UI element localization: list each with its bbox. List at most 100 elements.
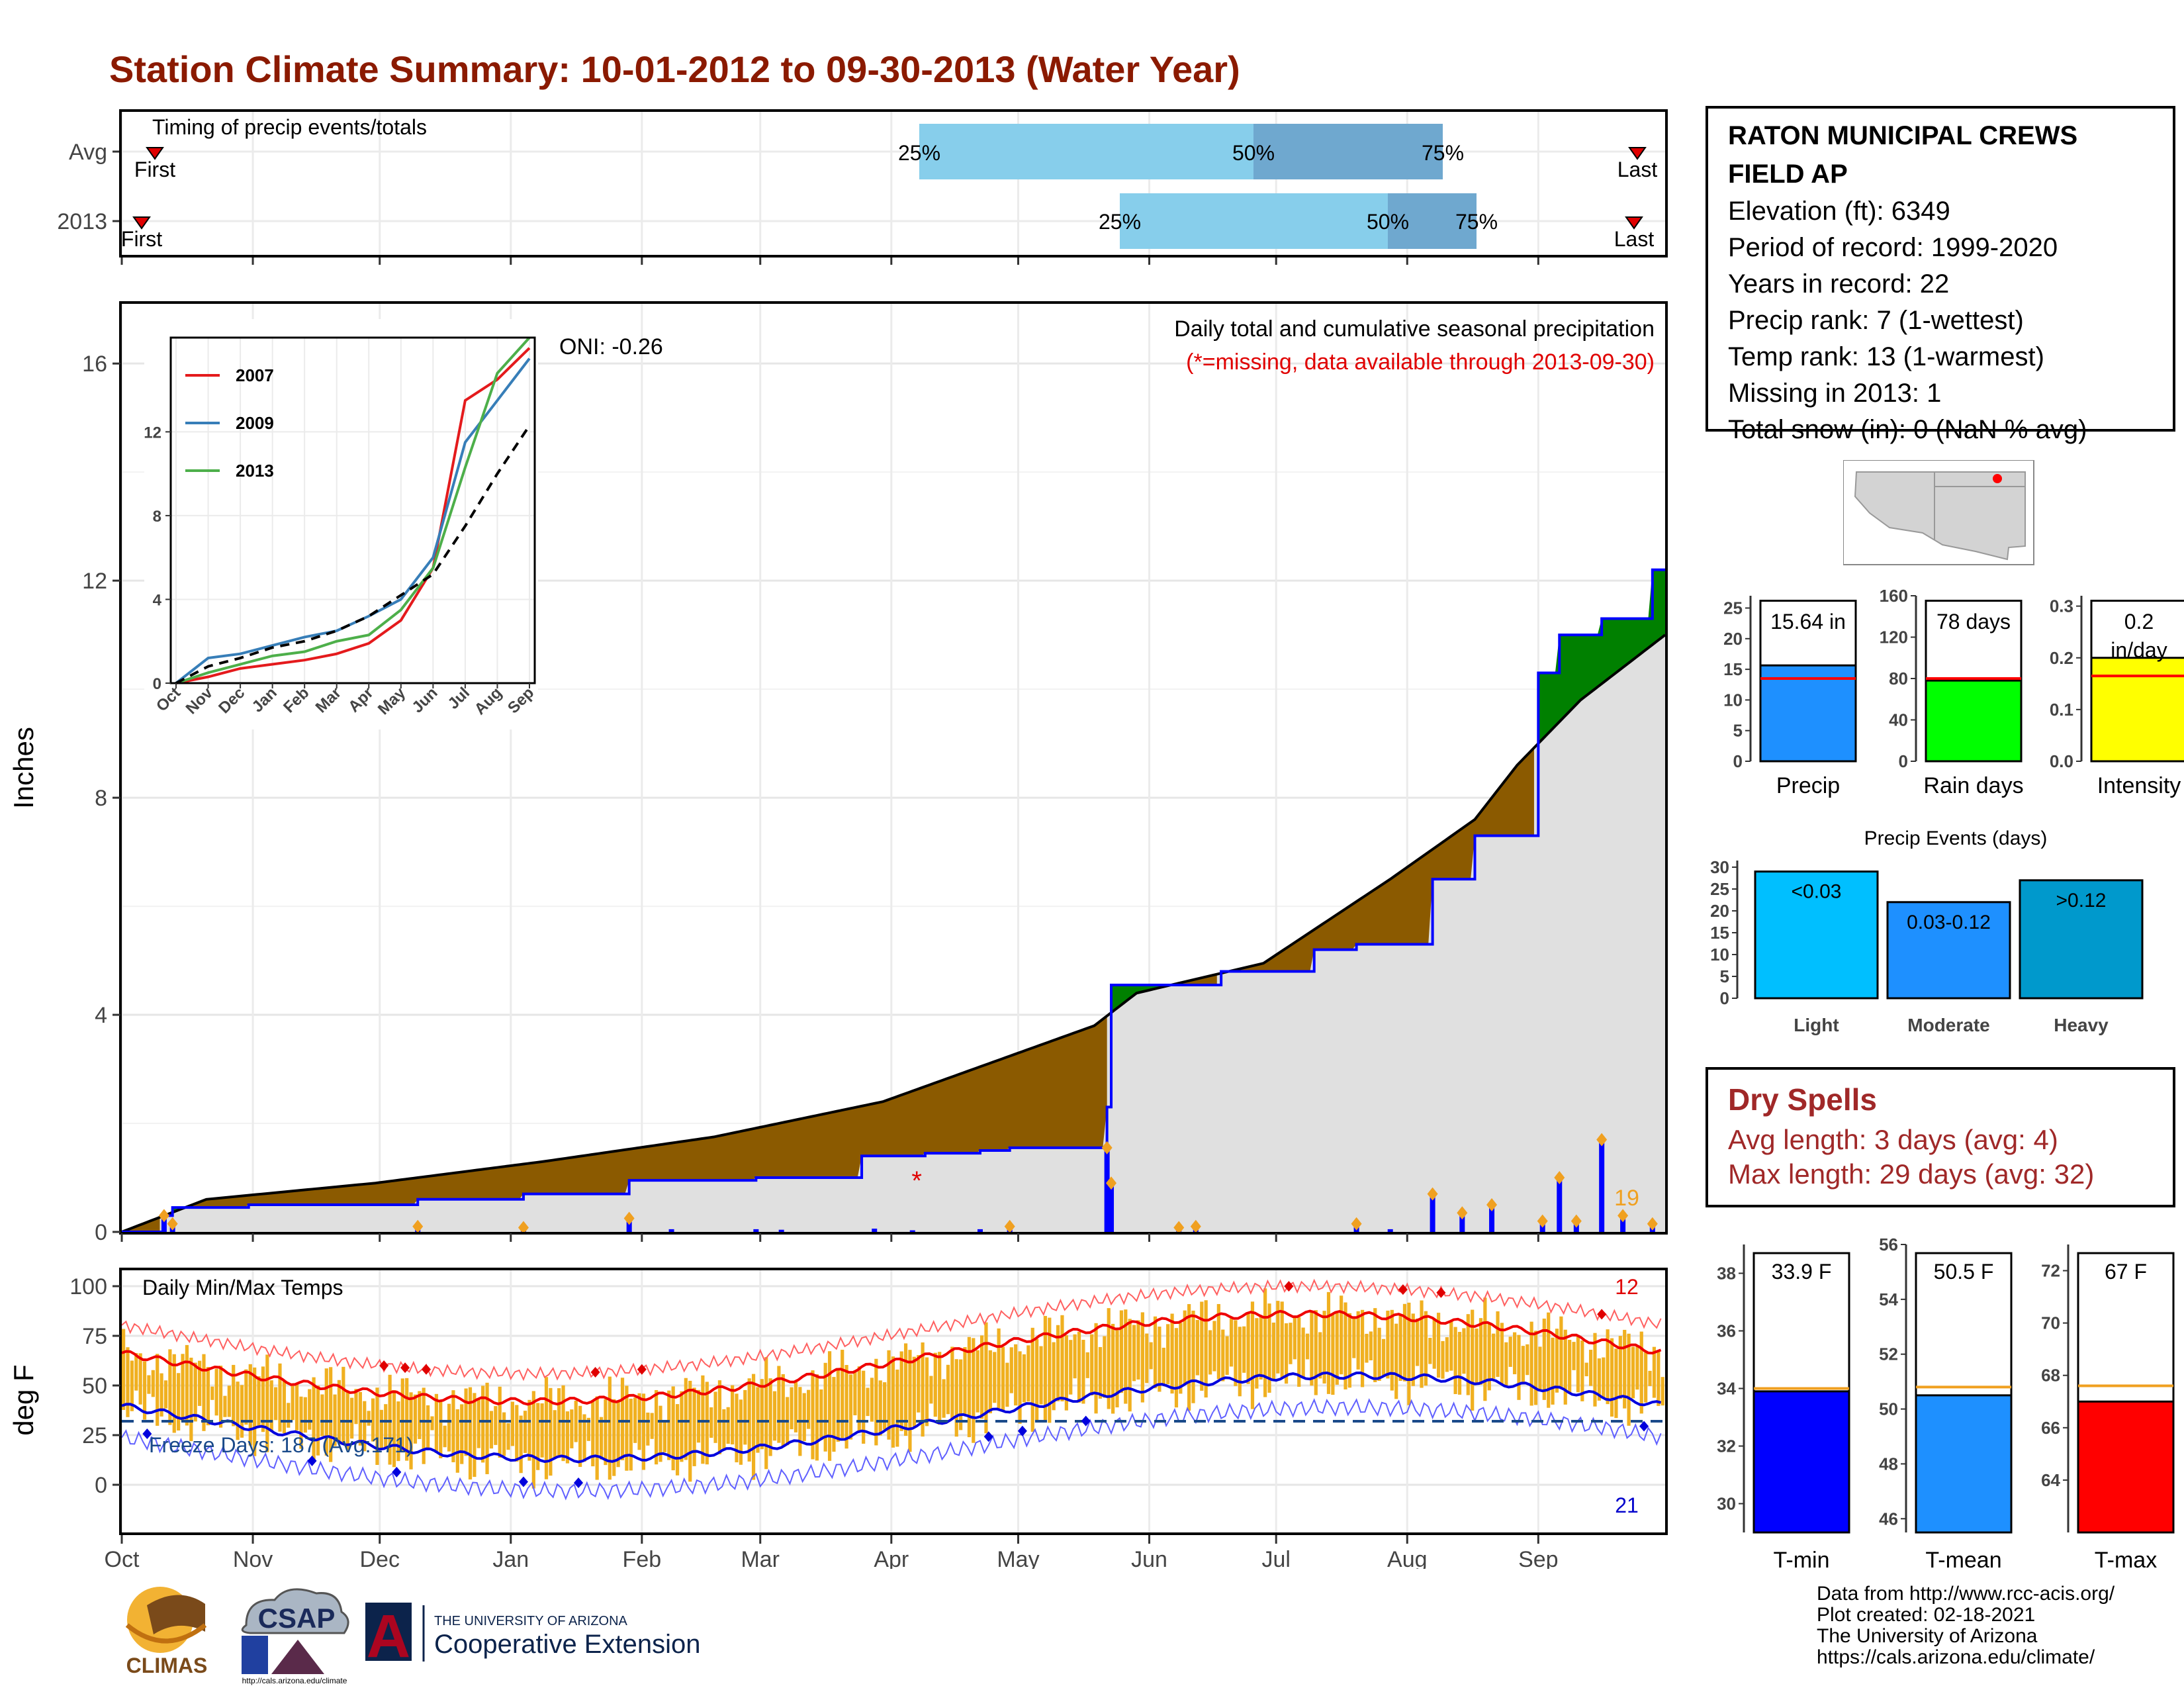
temp-bar-y-tick: 70 xyxy=(2041,1313,2060,1333)
daily-precip-bar xyxy=(668,1229,674,1232)
summary-y-tick: 0 xyxy=(1899,751,1908,771)
precip-annotation: Daily total and cumulative seasonal prec… xyxy=(1174,316,1655,342)
timing-chart: Timing of precip events/totals Avg 25% 5… xyxy=(57,109,1668,265)
temp-y-tick: 50 xyxy=(82,1374,107,1399)
temp-bar-y-tick: 54 xyxy=(1879,1289,1898,1309)
summary-y-tick: 0 xyxy=(1733,751,1743,771)
csap-logo-text: CSAP xyxy=(258,1603,336,1634)
temp-bar-y-tick: 34 xyxy=(1717,1379,1736,1399)
summary-y-tick: 20 xyxy=(1723,629,1743,649)
summary-bar-category: Precip xyxy=(1776,773,1840,798)
month-tick-Aug: Aug xyxy=(1387,1547,1428,1569)
record-low-marker xyxy=(1017,1425,1027,1436)
temp-y-label: deg F xyxy=(8,1364,39,1435)
precip-chart: * 0 4 8 12 16 Inches Daily total and cumulat… xyxy=(8,301,1668,1244)
daily-precip-marker xyxy=(1554,1171,1565,1185)
station-elevation: Elevation (ft): 6349 xyxy=(1728,197,1950,226)
avg-max-line xyxy=(121,1309,1662,1406)
inset-y-tick: 4 xyxy=(153,591,162,609)
summary-bar-rain-days: 0 40 80 120 160 78 days Rain days xyxy=(1880,586,2024,798)
events-bar-light xyxy=(1754,870,1879,1000)
record-low-marker xyxy=(983,1431,993,1442)
temp-chart: 0 25 50 75 100 Oct Nov Dec Jan Feb Mar Apr May Jun Ju… xyxy=(8,1268,1668,1569)
summary-y-tick: 10 xyxy=(1723,690,1743,710)
daily-precip-marker xyxy=(1173,1221,1185,1235)
precip-frame xyxy=(119,301,1668,1235)
summary-y-tick: 25 xyxy=(1723,598,1743,618)
month-tick-Jul: Jul xyxy=(1261,1547,1290,1569)
daily-precip-bar xyxy=(1387,1229,1393,1232)
inset-frame xyxy=(169,336,536,684)
events-bar-label: 0.03-0.12 xyxy=(1907,912,1991,933)
summary-bars-chart: 0 5 10 15 20 25 15.64 in Precip 0 40 80 120 160 78 da… xyxy=(1723,586,2184,798)
precip-y-tick: 0 xyxy=(95,1220,107,1244)
temp-count-low: 21 xyxy=(1615,1493,1639,1517)
timing-avg-first-marker xyxy=(146,147,164,160)
timing-gridlines xyxy=(113,112,1665,265)
month-tick-Apr: Apr xyxy=(874,1547,909,1569)
daily-precip-bar xyxy=(161,1215,167,1232)
summary-y-tick: 0.3 xyxy=(2050,596,2073,616)
daily-precip-marker xyxy=(1486,1198,1498,1212)
summary-bar-value-unit: in/day xyxy=(2111,638,2167,662)
record-high-marker xyxy=(637,1364,647,1375)
events-y-tick: 10 xyxy=(1710,945,1729,964)
daily-precip-marker xyxy=(1101,1141,1113,1154)
daily-precip-bar xyxy=(909,1230,915,1232)
credit-university: The University of Arizona xyxy=(1817,1625,2038,1647)
timing-avg-50-75-bar xyxy=(1253,124,1443,179)
daily-precip-bar xyxy=(1599,1139,1605,1232)
station-precip-rank: Precip rank: 7 (1-wettest) xyxy=(1728,306,2024,335)
summary-y-tick: 40 xyxy=(1889,710,1908,730)
record-low-marker xyxy=(1081,1415,1091,1427)
climas-logo-text: CLIMAS xyxy=(126,1654,208,1677)
month-tick-Feb: Feb xyxy=(623,1547,662,1569)
summary-y-tick: 15 xyxy=(1723,659,1743,679)
timing-2013-last: Last xyxy=(1614,227,1655,251)
temp-record-markers xyxy=(142,1281,1649,1488)
temp-bar-y-tick: 32 xyxy=(1717,1436,1736,1456)
temp-bar-category: T-min xyxy=(1774,1548,1830,1573)
temp-bar-value-label: 67 F xyxy=(2105,1260,2147,1284)
timing-frame xyxy=(119,109,1668,258)
month-tick-May: May xyxy=(997,1547,1039,1569)
temp-bar-value-label: 50.5 F xyxy=(1934,1260,1994,1284)
timing-2013-first: First xyxy=(121,227,162,251)
summary-bar-value-label: 0.2 xyxy=(2124,610,2154,633)
temp-bar-t-min: 30 32 34 36 38 33.9 F T-min xyxy=(1717,1244,1850,1573)
precip-y-tick: 12 xyxy=(82,569,107,594)
daily-precip-bar xyxy=(1489,1205,1495,1232)
record-low-marker xyxy=(518,1476,528,1487)
page-title: Station Climate Summary: 10-01-2012 to 0… xyxy=(109,48,1240,90)
daily-precip-marker xyxy=(412,1219,424,1233)
month-tick-Nov: Nov xyxy=(233,1547,273,1569)
inset-background xyxy=(144,319,538,729)
summary-y-tick: 5 xyxy=(1733,721,1743,741)
daily-precip-bar xyxy=(1109,1183,1115,1232)
temp-count-high: 12 xyxy=(1615,1275,1639,1299)
logo-strip: CLIMAS CSAP http://cals.arizona.edu/clim… xyxy=(125,1587,700,1685)
ua-coop-extension: Cooperative Extension xyxy=(434,1630,700,1659)
ua-name-small: THE UNIVERSITY OF ARIZONA xyxy=(434,1614,628,1628)
daily-precip-bar xyxy=(1459,1213,1465,1232)
missing-annotation: (*=missing, data available through 2013-… xyxy=(1186,350,1655,375)
temp-frame xyxy=(119,1268,1668,1535)
inset-series-line-2009 xyxy=(175,357,531,684)
timing-2013-first-marker xyxy=(132,216,151,230)
month-tick-Sep: Sep xyxy=(1518,1547,1559,1569)
temp-bar-y-tick: 36 xyxy=(1717,1321,1736,1341)
temp-bar-y-tick: 56 xyxy=(1879,1235,1898,1254)
temp-y-tick: 25 xyxy=(82,1423,107,1448)
events-y-tick: 30 xyxy=(1710,857,1729,877)
daily-precip-marker xyxy=(1004,1219,1015,1233)
record-high-marker xyxy=(590,1366,600,1378)
temp-y-axis: 0 25 50 75 100 xyxy=(69,1274,120,1498)
below-avg-fill xyxy=(126,747,1534,1232)
temp-bar-y-tick: 72 xyxy=(2041,1261,2060,1281)
daily-precip-marker xyxy=(1427,1187,1438,1201)
temp-bar-y-tick: 52 xyxy=(1879,1344,1898,1364)
record-high-marker xyxy=(422,1364,432,1375)
temp-y-tick: 100 xyxy=(69,1274,107,1299)
avg-min-line xyxy=(121,1371,1662,1464)
events-y-tick: 25 xyxy=(1710,879,1729,899)
